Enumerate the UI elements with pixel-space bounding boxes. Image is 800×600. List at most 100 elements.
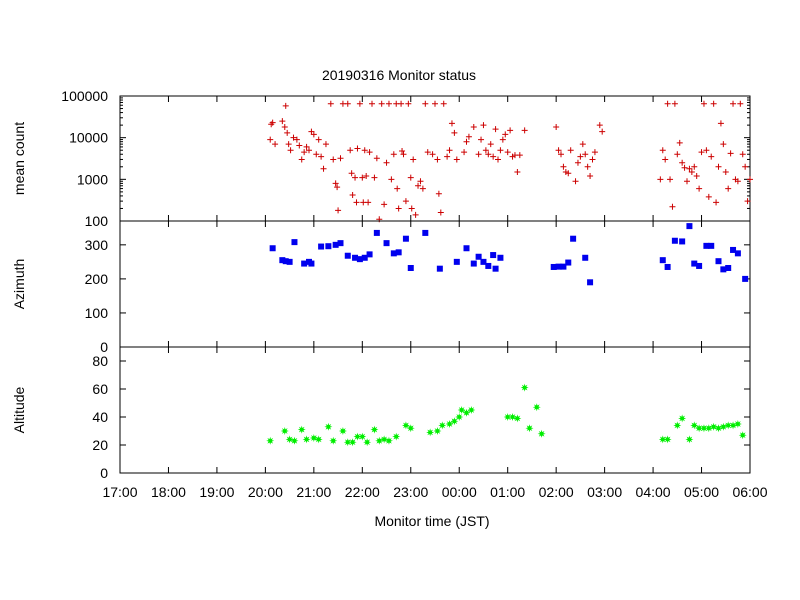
data-point [516, 152, 523, 159]
data-point [408, 205, 415, 212]
data-point [513, 414, 522, 423]
data-point [703, 242, 710, 249]
data-point [318, 243, 325, 250]
data-point [490, 153, 497, 160]
data-point [550, 263, 557, 270]
data-point [371, 174, 378, 181]
data-point [470, 260, 477, 267]
series-points [267, 100, 753, 223]
x-tick-label: 02:00 [539, 484, 574, 500]
data-point [375, 436, 384, 445]
data-point [352, 174, 359, 181]
data-point [399, 147, 406, 154]
data-point [662, 156, 669, 163]
data-point [310, 131, 317, 138]
data-point [582, 151, 589, 158]
x-tick-label: 05:00 [684, 484, 719, 500]
data-point [282, 102, 289, 109]
data-point [378, 100, 385, 107]
data-point [359, 174, 366, 181]
data-point [462, 408, 471, 417]
data-point [730, 246, 737, 253]
data-point [314, 435, 323, 444]
data-point [742, 275, 749, 282]
data-point [520, 383, 529, 392]
data-point [348, 438, 357, 447]
data-point [266, 436, 275, 445]
data-point [747, 176, 753, 183]
data-point [492, 265, 499, 272]
data-point [433, 427, 442, 435]
data-point [599, 128, 606, 135]
data-point [410, 156, 417, 163]
data-point [303, 143, 310, 150]
data-point [495, 156, 501, 163]
panel-1: 100 1000 10000 100000 mean count [11, 88, 753, 229]
data-point [369, 100, 375, 107]
data-point [686, 165, 693, 172]
data-point [532, 403, 541, 412]
data-point [332, 241, 339, 248]
data-point [320, 165, 327, 172]
data-point [438, 421, 447, 430]
data-point [354, 145, 361, 152]
data-point [485, 151, 492, 158]
data-point [678, 414, 687, 423]
y-tick-label: 40 [92, 409, 108, 425]
data-point [591, 149, 598, 156]
data-point [742, 163, 749, 170]
y-tick-label: 20 [92, 437, 108, 453]
y-tick-label: 10000 [69, 130, 108, 146]
data-point [437, 209, 444, 216]
data-point [361, 147, 368, 154]
data-point [589, 156, 596, 163]
data-point [373, 229, 380, 236]
data-point [457, 406, 466, 414]
data-point [361, 254, 368, 261]
data-point [708, 153, 715, 160]
data-point [453, 258, 460, 265]
data-point [356, 256, 363, 263]
data-point [565, 259, 572, 266]
x-tick-label: 22:00 [345, 484, 380, 500]
data-point [699, 424, 708, 433]
data-point [343, 438, 352, 447]
data-point [347, 147, 354, 154]
data-point [704, 424, 713, 433]
data-point [487, 141, 494, 148]
data-point [363, 438, 372, 447]
x-tick-label: 21:00 [296, 484, 331, 500]
data-point [700, 100, 707, 107]
data-point [338, 427, 347, 435]
data-point [353, 199, 360, 206]
data-point [353, 432, 362, 441]
x-tick-label: 06:00 [732, 484, 767, 500]
data-point [405, 100, 412, 107]
data-point [497, 254, 504, 261]
y-tick-label: 100 [85, 213, 109, 229]
data-point [730, 100, 737, 107]
x-tick-label: 20:00 [248, 484, 283, 500]
data-point [406, 424, 415, 433]
data-point [555, 147, 562, 154]
data-point [450, 417, 459, 426]
data-point [463, 245, 470, 252]
data-point [280, 427, 289, 435]
data-point [739, 151, 746, 158]
data-point [330, 156, 337, 163]
data-point [734, 250, 741, 257]
data-point [285, 435, 294, 444]
data-point [467, 406, 476, 414]
data-point [691, 163, 698, 170]
data-point [724, 421, 733, 430]
data-point [698, 149, 705, 156]
y-tick-label: 0 [100, 465, 108, 481]
data-point [725, 264, 732, 271]
data-point [302, 435, 311, 444]
data-point [587, 173, 594, 180]
data-point [373, 155, 380, 162]
y-tick-label: 100 [85, 305, 109, 321]
data-point [402, 198, 409, 205]
data-point [419, 185, 426, 192]
